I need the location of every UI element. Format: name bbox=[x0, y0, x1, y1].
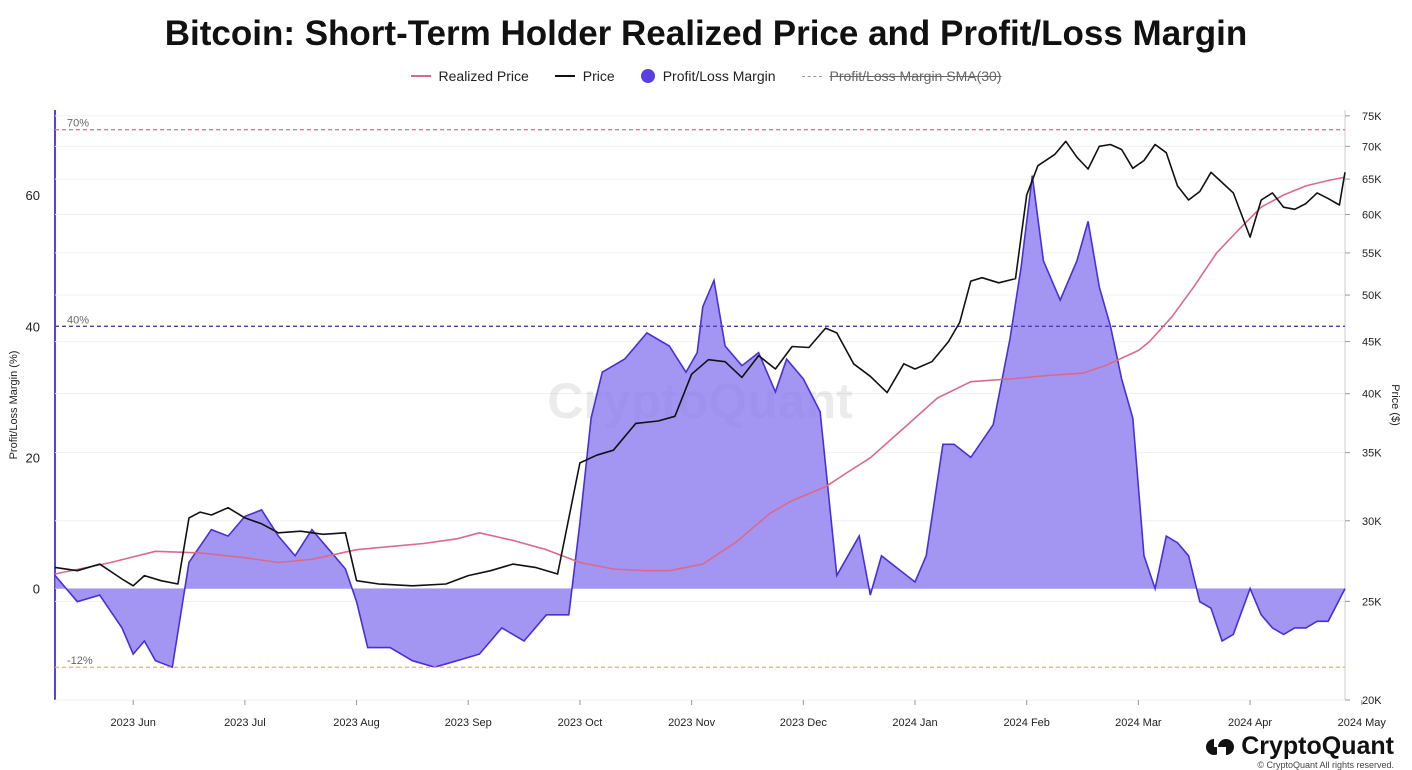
left-tick-label: 60 bbox=[26, 188, 40, 203]
left-tick-label: 20 bbox=[26, 450, 40, 465]
margin-sma-swatch bbox=[801, 75, 822, 77]
reference-label-1: 40% bbox=[67, 314, 89, 326]
x-tick-label: 2023 Jul bbox=[224, 717, 266, 729]
brand-mark-icon bbox=[1206, 738, 1235, 755]
right-tick-label: 25K bbox=[1362, 596, 1382, 608]
realized-price-line bbox=[54, 176, 1346, 575]
x-tick-label: 2023 Nov bbox=[668, 717, 716, 729]
right-tick-label: 60K bbox=[1362, 209, 1382, 221]
legend-item-realized-price[interactable]: Realized Price bbox=[410, 68, 529, 84]
margin-swatch bbox=[640, 69, 655, 83]
legend-item-margin[interactable]: Profit/Loss Margin bbox=[640, 68, 776, 84]
right-tick-label: 45K bbox=[1362, 337, 1382, 349]
left-axis-title: Profit/Loss Margin (%) bbox=[8, 351, 20, 460]
right-tick-label: 30K bbox=[1362, 516, 1382, 528]
left-tick-label: 40 bbox=[26, 319, 40, 334]
right-axis-title: Price ($) bbox=[1389, 384, 1401, 426]
left-tick-label: 0 bbox=[33, 582, 40, 597]
legend-label-margin-sma: Profit/Loss Margin SMA(30) bbox=[829, 68, 1002, 84]
legend-label-realized-price: Realized Price bbox=[438, 68, 529, 84]
right-tick-label: 55K bbox=[1362, 248, 1382, 260]
x-tick-label: 2024 Jan bbox=[892, 717, 937, 729]
x-tick-label: 2024 May bbox=[1338, 717, 1387, 729]
margin-area bbox=[55, 175, 1345, 668]
legend-item-price[interactable]: Price bbox=[554, 68, 615, 84]
right-tick-label: 75K bbox=[1362, 111, 1382, 123]
x-tick-label: 2024 Feb bbox=[1003, 717, 1049, 729]
right-tick-label: 35K bbox=[1362, 448, 1382, 460]
chart-legend: Realized Price Price Profit/Loss Margin … bbox=[0, 68, 1412, 84]
brand-name: CryptoQuant bbox=[1241, 732, 1394, 760]
x-tick-label: 2024 Mar bbox=[1115, 717, 1162, 729]
price-swatch bbox=[554, 75, 575, 77]
reference-label-0: 70% bbox=[67, 118, 89, 130]
legend-item-margin-sma[interactable]: Profit/Loss Margin SMA(30) bbox=[801, 68, 1002, 84]
x-tick-label: 2024 Apr bbox=[1228, 717, 1272, 729]
realized-price-swatch bbox=[410, 75, 431, 77]
right-tick-label: 65K bbox=[1362, 174, 1382, 186]
right-tick-label: 50K bbox=[1362, 290, 1382, 302]
margin-line bbox=[54, 175, 1346, 669]
legend-label-margin: Profit/Loss Margin bbox=[662, 68, 776, 84]
chart-title: Bitcoin: Short-Term Holder Realized Pric… bbox=[164, 14, 1248, 53]
reference-label-2: -12% bbox=[67, 655, 93, 667]
x-tick-label: 2023 Jun bbox=[111, 717, 156, 729]
copyright-text: © CryptoQuant All rights reserved. bbox=[1257, 760, 1394, 770]
right-tick-label: 20K bbox=[1362, 695, 1382, 707]
x-tick-label: 2023 Oct bbox=[558, 717, 603, 729]
x-tick-label: 2023 Sep bbox=[445, 717, 492, 729]
legend-label-price: Price bbox=[582, 68, 615, 84]
x-tick-label: 2023 Aug bbox=[333, 717, 380, 729]
price-line bbox=[54, 140, 1346, 587]
right-tick-label: 70K bbox=[1362, 141, 1382, 153]
brand-logo: CryptoQuant bbox=[1205, 732, 1394, 761]
x-tick-label: 2023 Dec bbox=[780, 717, 828, 729]
right-tick-label: 40K bbox=[1362, 389, 1382, 401]
